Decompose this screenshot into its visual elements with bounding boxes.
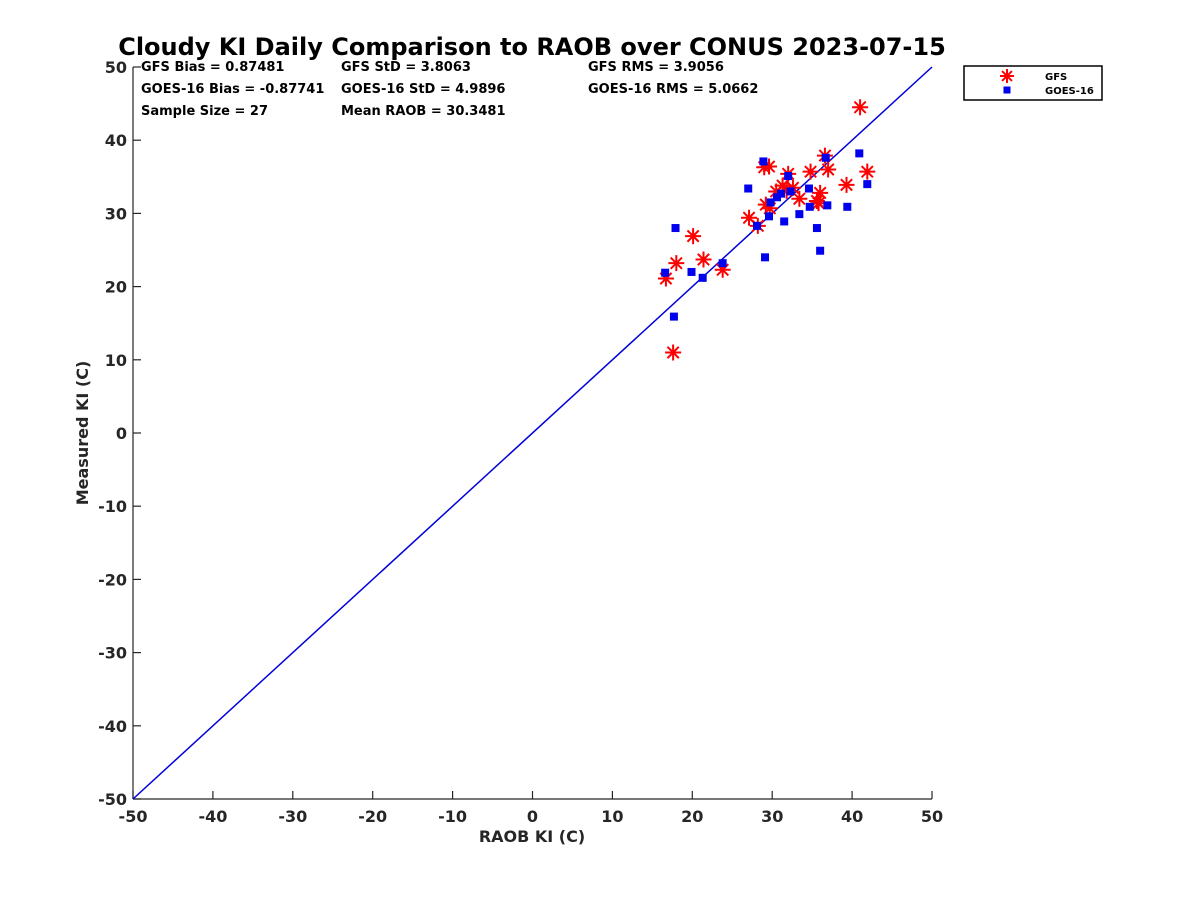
- goes-16-point: [805, 202, 814, 211]
- stats-annotations: GFS Bias = 0.87481 GFS StD = 3.8063 GFS RM…: [141, 60, 758, 119]
- stat-annotation: GFS StD = 3.8063: [341, 60, 471, 75]
- goes-16-point: [863, 180, 872, 189]
- legend: GFS GOES-16: [963, 65, 1103, 101]
- goes-16-point: [718, 259, 727, 268]
- x-tick-label: -30: [278, 807, 307, 826]
- gfs-point: [741, 209, 758, 226]
- goes-16-point: [766, 198, 775, 207]
- reference-line: [132, 66, 933, 800]
- chart-title: Cloudy KI Daily Comparison to RAOB over …: [118, 33, 946, 61]
- x-tick-label: -20: [358, 807, 387, 826]
- y-tick-label: 10: [105, 351, 127, 370]
- x-tick-label: 50: [921, 807, 943, 826]
- gfs-point: [820, 161, 837, 178]
- gfs-point: [761, 200, 778, 217]
- x-tick-label: -40: [198, 807, 227, 826]
- goes-16-point: [812, 224, 821, 233]
- data-points: [657, 99, 876, 361]
- goes-16-point: [671, 224, 680, 233]
- goes-16-point: [843, 202, 852, 211]
- gfs-point: [768, 183, 785, 200]
- stat-annotation: GOES-16 Bias = -0.87741: [141, 82, 324, 97]
- goes-16-point: [855, 149, 864, 158]
- goes-16-point: [759, 157, 768, 166]
- gfs-point: [859, 163, 876, 180]
- legend-gfs-label: GFS: [1045, 72, 1067, 83]
- stat-annotation: GOES-16 RMS = 5.0662: [588, 82, 758, 97]
- gfs-point: [665, 344, 682, 361]
- gfs-point: [838, 176, 855, 193]
- x-tick-label: -50: [119, 807, 148, 826]
- gfs-point: [802, 163, 819, 180]
- y-tick-label: 0: [116, 424, 127, 443]
- y-tick-label: -40: [98, 717, 127, 736]
- x-tick-label: 40: [841, 807, 863, 826]
- x-tick-label: 10: [601, 807, 623, 826]
- gfs-point: [761, 158, 777, 175]
- x-tick-label: 30: [761, 807, 783, 826]
- x-tick-label: 0: [527, 807, 538, 826]
- goes-16-point: [816, 246, 825, 255]
- y-axis-ticks: -50 -40 -30 -20 -10 0 10 20 30 40 50: [98, 58, 141, 809]
- one-to-one-line: [132, 66, 933, 800]
- y-tick-label: 30: [105, 204, 127, 223]
- stat-annotation: GFS RMS = 3.9056: [588, 60, 724, 75]
- y-tick-label: -50: [98, 790, 127, 809]
- goes-16-point: [661, 268, 670, 277]
- legend-goes-16-marker: [1003, 86, 1011, 94]
- goes-16-point: [687, 267, 696, 276]
- x-tick-label: -10: [438, 807, 467, 826]
- gfs-point: [657, 270, 674, 287]
- goes-16-point: [765, 212, 774, 221]
- y-tick-label: 50: [105, 58, 127, 77]
- gfs-point: [810, 195, 827, 212]
- gfs-point: [852, 99, 869, 116]
- goes-16-point: [821, 153, 830, 162]
- stat-annotation: Sample Size = 27: [141, 104, 268, 119]
- goes-16-point: [784, 172, 793, 181]
- stat-annotation: Mean RAOB = 30.3481: [341, 104, 506, 119]
- y-tick-label: -20: [98, 570, 127, 589]
- goes-16-point: [698, 273, 707, 282]
- x-axis-label: RAOB KI (C): [479, 827, 585, 846]
- gfs-point: [695, 251, 712, 268]
- stat-annotation: GOES-16 StD = 4.9896: [341, 82, 505, 97]
- goes-16-point: [761, 253, 770, 262]
- goes-16-point: [786, 187, 795, 196]
- stat-annotation: GFS Bias = 0.87481: [141, 60, 284, 75]
- legend-gfs-marker: [1000, 69, 1014, 83]
- goes-16-point: [795, 210, 804, 219]
- gfs-point: [668, 255, 685, 272]
- legend-box: [963, 65, 1103, 101]
- y-tick-label: -30: [98, 644, 127, 663]
- y-axis-label: Measured KI (C): [73, 361, 92, 506]
- gfs-point: [714, 261, 731, 278]
- x-tick-label: 20: [681, 807, 703, 826]
- goes-16-point: [753, 221, 762, 230]
- goes-16-point: [744, 184, 753, 193]
- y-tick-label: 40: [105, 131, 127, 150]
- gfs-point: [791, 190, 808, 207]
- goes-16-point: [823, 201, 832, 210]
- goes-16-point: [804, 184, 813, 193]
- x-axis-ticks: -50 -40 -30 -20 -10 0 10 20 30 40 50: [119, 791, 943, 826]
- gfs-point: [812, 184, 829, 201]
- gfs-point: [685, 228, 702, 245]
- legend-goes-16-label: GOES-16: [1045, 86, 1094, 97]
- goes-16-point: [669, 312, 678, 321]
- y-tick-label: 20: [105, 278, 127, 297]
- goes-16-point: [780, 217, 789, 226]
- y-tick-label: -10: [98, 497, 127, 516]
- goes-16-point: [776, 189, 785, 198]
